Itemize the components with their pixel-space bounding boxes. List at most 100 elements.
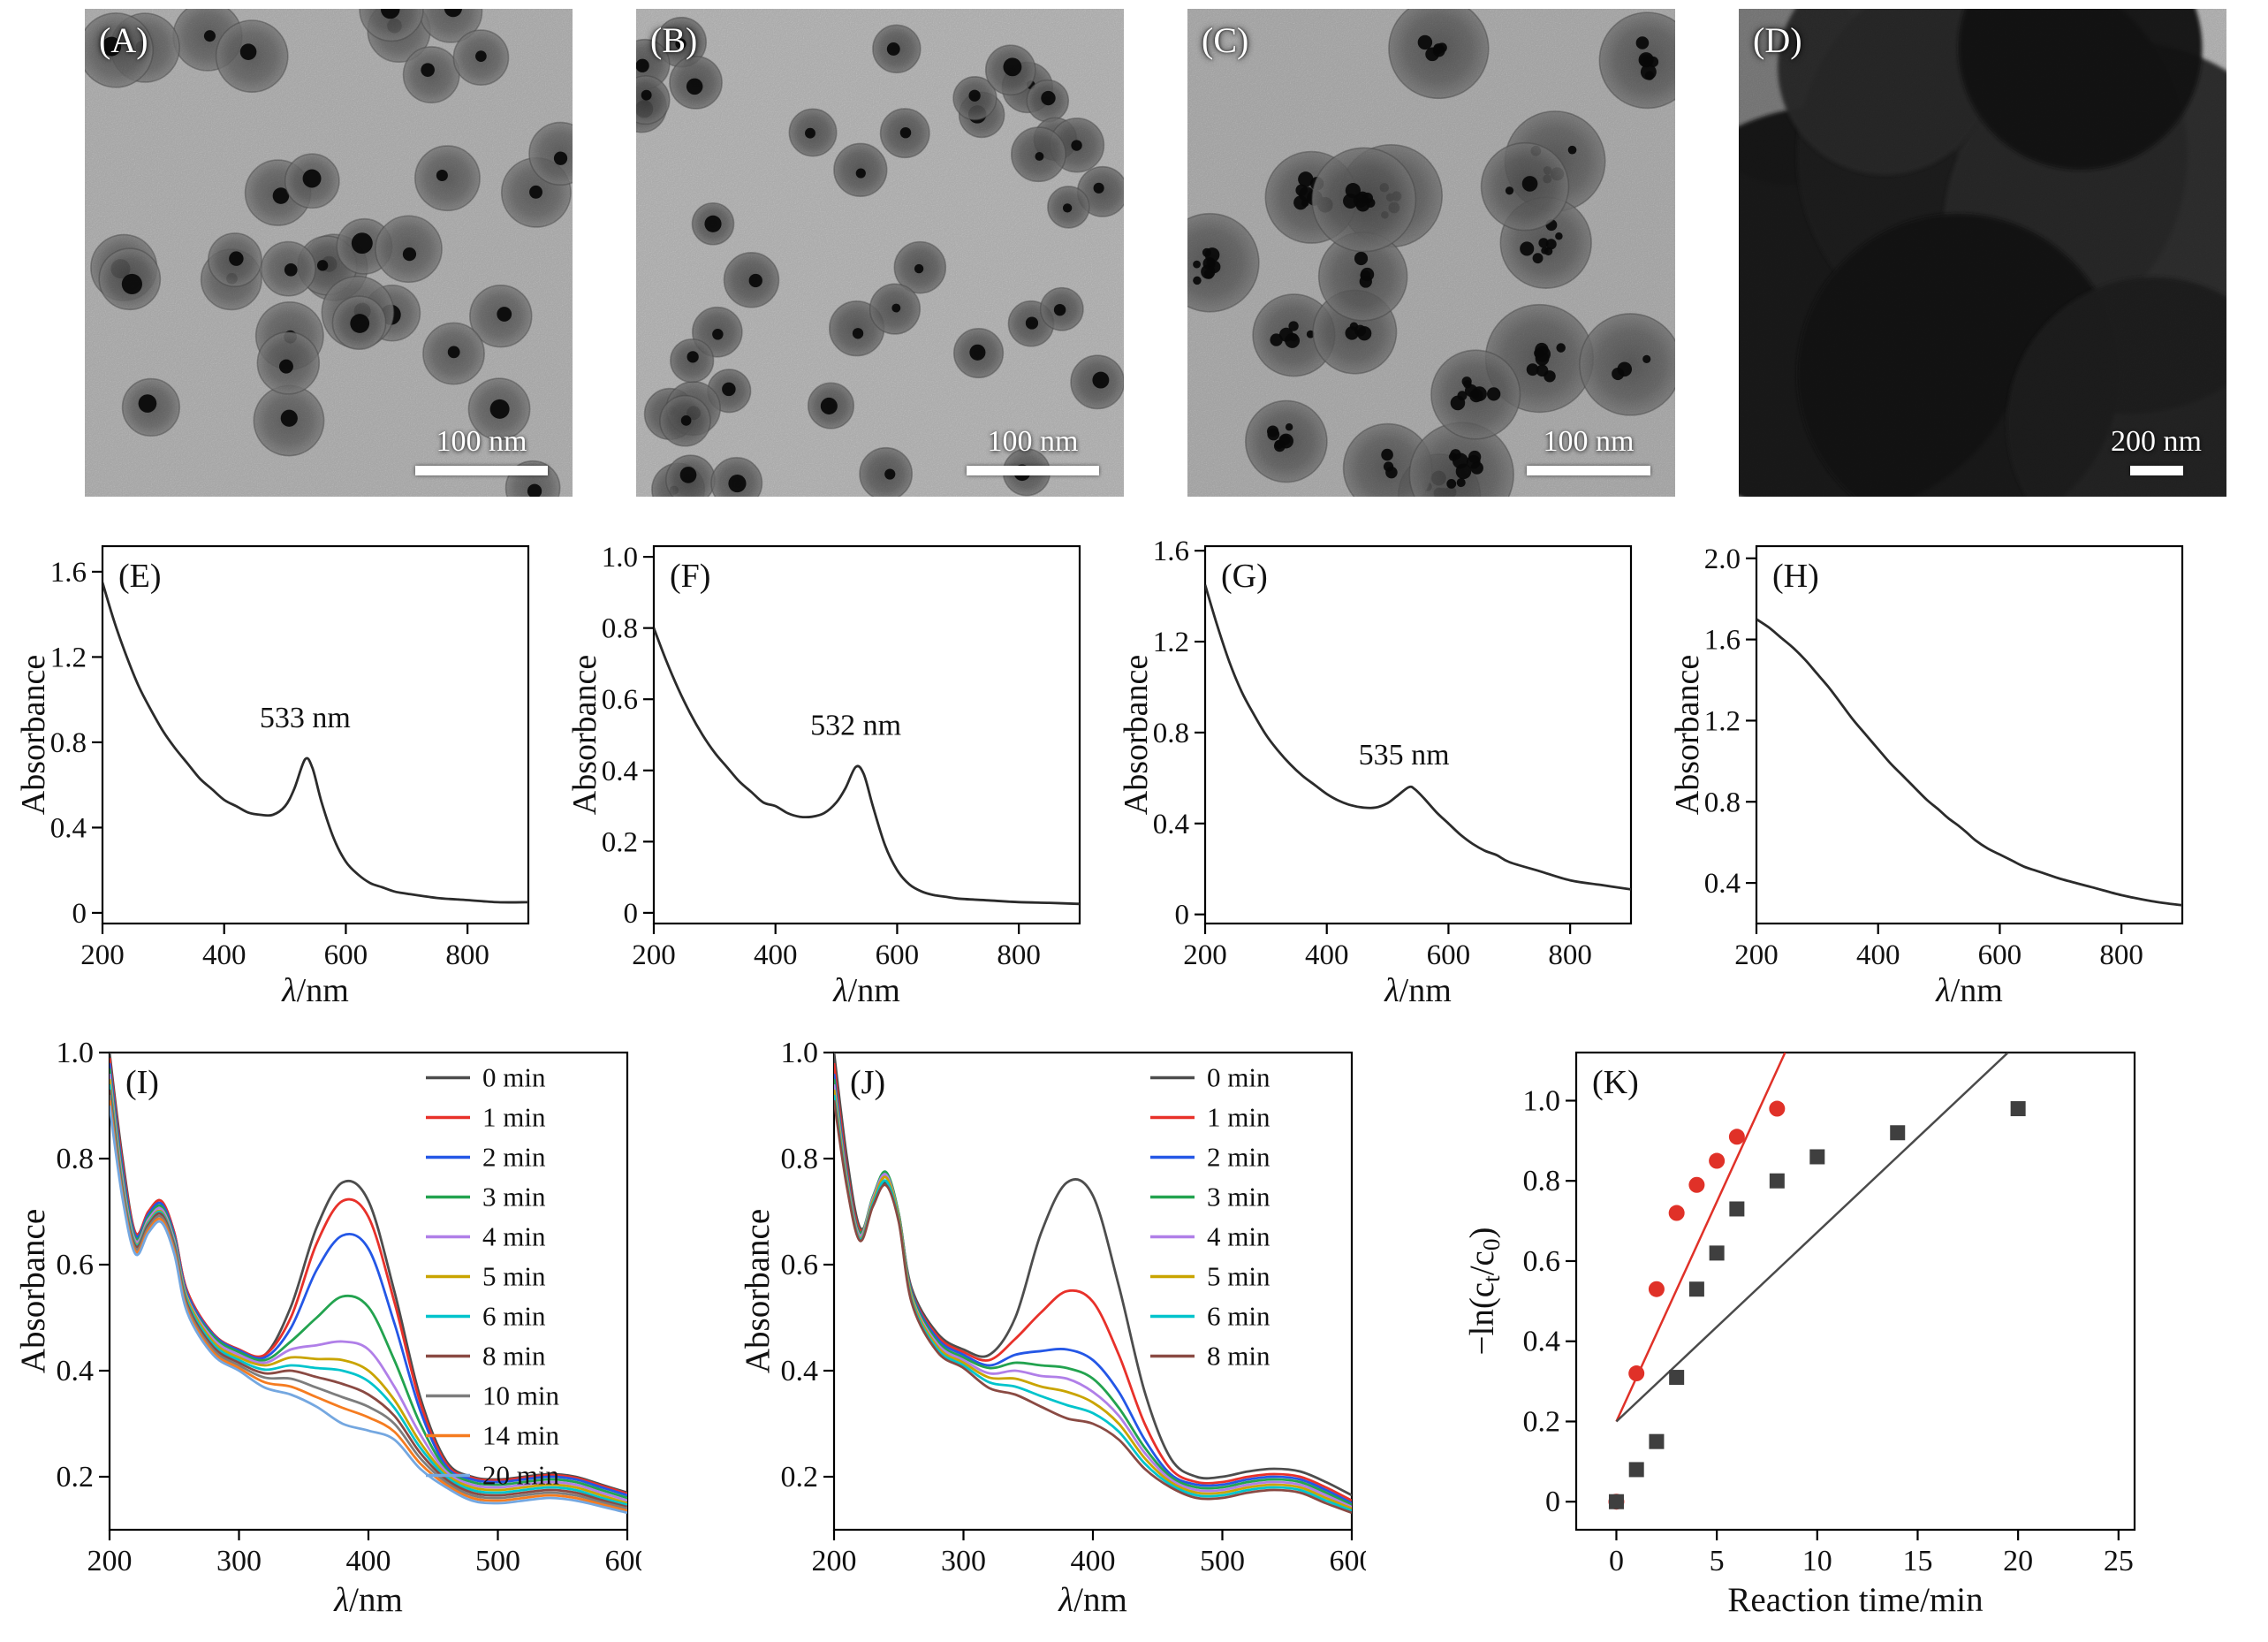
- svg-text:535 nm: 535 nm: [1359, 739, 1450, 772]
- svg-text:400: 400: [1305, 939, 1349, 971]
- svg-text:0 min: 0 min: [1207, 1062, 1271, 1093]
- svg-text:(H): (H): [1772, 558, 1819, 595]
- uv-vis-spectrum-g: 200 400 600 800 0 0.4 0.8 1.2 1.6 λ/nm Absorbance (…: [1118, 536, 1633, 1009]
- scale-bar: [2129, 466, 2183, 475]
- svg-text:3 min: 3 min: [482, 1182, 546, 1212]
- svg-text:14 min: 14 min: [482, 1420, 559, 1451]
- svg-text:600: 600: [324, 939, 368, 971]
- svg-text:200: 200: [1734, 939, 1779, 971]
- svg-text:1.2: 1.2: [1153, 627, 1189, 658]
- chart-panel-e: 200 400 600 800 0 0.4 0.8 1.2 1.6 λ/nm Absorbance (…: [14, 532, 544, 1014]
- svg-text:20 min: 20 min: [482, 1460, 559, 1491]
- svg-text:(K): (K): [1592, 1064, 1639, 1101]
- svg-text:Absorbance: Absorbance: [566, 655, 603, 815]
- svg-text:0: 0: [1545, 1486, 1560, 1518]
- svg-text:1.6: 1.6: [1153, 536, 1189, 567]
- svg-text:800: 800: [1548, 939, 1592, 971]
- svg-text:λ/nm: λ/nm: [1058, 1581, 1127, 1619]
- svg-text:λ/nm: λ/nm: [281, 972, 349, 1009]
- svg-text:Absorbance: Absorbance: [1118, 655, 1155, 815]
- tem-panel-d: (D) 200 nm: [1739, 9, 2226, 497]
- svg-text:600: 600: [1978, 939, 2022, 971]
- svg-text:600: 600: [605, 1545, 642, 1577]
- scale-bar-label: 100 nm: [1543, 425, 1635, 458]
- svg-text:λ/nm: λ/nm: [832, 972, 900, 1009]
- svg-text:6 min: 6 min: [482, 1301, 546, 1332]
- chart-panel-h: 200 400 600 800 0.4 0.8 1.2 1.6 2.0 λ/nm Absorbanc…: [1668, 532, 2198, 1014]
- svg-text:533 nm: 533 nm: [260, 702, 351, 734]
- svg-text:0.2: 0.2: [602, 826, 638, 858]
- svg-text:λ/nm: λ/nm: [333, 1581, 403, 1619]
- svg-text:0.2: 0.2: [1523, 1405, 1561, 1438]
- kinetics-plot-k: 0 5 10 15 20 25 0 0.2 0.4 0.6 0.8 1.0 Reaction time/…: [1463, 1051, 2136, 1619]
- svg-text:400: 400: [202, 939, 247, 971]
- svg-text:(I): (I): [125, 1064, 159, 1101]
- svg-text:5 min: 5 min: [1207, 1261, 1271, 1292]
- svg-text:8 min: 8 min: [1207, 1341, 1271, 1372]
- svg-text:2 min: 2 min: [1207, 1142, 1271, 1173]
- svg-text:0.8: 0.8: [781, 1143, 819, 1175]
- svg-text:1.2: 1.2: [1704, 705, 1741, 737]
- svg-text:600: 600: [1427, 939, 1471, 971]
- svg-text:400: 400: [1071, 1545, 1116, 1577]
- scale-bar: [1527, 466, 1650, 475]
- tem-image-a: [85, 9, 573, 497]
- chart-panel-g: 200 400 600 800 0 0.4 0.8 1.2 1.6 λ/nm Absorbance (…: [1117, 532, 1647, 1014]
- svg-text:200: 200: [1183, 939, 1227, 971]
- tem-image-c: [1187, 9, 1675, 497]
- svg-text:2.0: 2.0: [1704, 544, 1741, 575]
- svg-text:0: 0: [1609, 1545, 1624, 1577]
- svg-text:0.8: 0.8: [602, 613, 638, 645]
- chart-panel-j: 200 300 400 500 600 0.2 0.4 0.6 0.8 1.0 λ/nm Absorb…: [739, 1040, 1366, 1623]
- svg-text:1.0: 1.0: [602, 542, 638, 574]
- svg-text:20: 20: [2003, 1545, 2033, 1577]
- svg-text:25: 25: [2104, 1545, 2134, 1577]
- svg-text:0.2: 0.2: [57, 1461, 95, 1494]
- svg-text:0.2: 0.2: [781, 1461, 819, 1494]
- tem-panel-b: (B) 100 nm: [636, 9, 1124, 497]
- svg-text:10: 10: [1802, 1545, 1832, 1577]
- uv-vis-spectrum-h: 200 400 600 800 0.4 0.8 1.2 1.6 2.0 λ/nm Absorbanc…: [1669, 544, 2184, 1009]
- svg-text:4 min: 4 min: [482, 1221, 546, 1252]
- svg-text:0.6: 0.6: [57, 1249, 95, 1281]
- tem-image-b: [636, 9, 1124, 497]
- svg-text:0.4: 0.4: [50, 812, 87, 844]
- svg-text:0: 0: [624, 898, 639, 930]
- svg-text:−ln(ct/c0): −ln(ct/c0): [1463, 1227, 1505, 1355]
- svg-text:1 min: 1 min: [1207, 1102, 1271, 1133]
- svg-text:200: 200: [87, 1545, 133, 1577]
- svg-text:4 min: 4 min: [1207, 1221, 1271, 1252]
- panel-label-c: (C): [1202, 20, 1249, 60]
- chart-panel-k: 0 5 10 15 20 25 0 0.2 0.4 0.6 0.8 1.0 Reaction time/…: [1463, 1040, 2152, 1623]
- kinetics-row: 2003004005006000.20.40.60.81.0λ/nmAbsorb…: [0, 1014, 2268, 1623]
- tem-panel-a: (A) 100 nm: [85, 9, 573, 497]
- svg-text:200: 200: [812, 1545, 857, 1577]
- svg-text:400: 400: [346, 1545, 391, 1577]
- chart-panel-f: 200 400 600 800 0 0.2 0.4 0.6 0.8 1.0 λ/nm Absorban…: [565, 532, 1096, 1014]
- svg-text:400: 400: [754, 939, 798, 971]
- scale-bar-label: 200 nm: [2111, 425, 2202, 458]
- svg-text:2 min: 2 min: [482, 1142, 546, 1173]
- svg-text:0: 0: [72, 898, 87, 930]
- svg-text:200: 200: [632, 939, 676, 971]
- svg-text:λ/nm: λ/nm: [1935, 972, 2003, 1009]
- svg-text:300: 300: [941, 1545, 986, 1577]
- svg-text:(E): (E): [118, 558, 162, 595]
- svg-text:1.6: 1.6: [50, 557, 87, 589]
- svg-text:1.2: 1.2: [50, 642, 87, 673]
- svg-text:(F): (F): [670, 558, 710, 595]
- svg-text:0.4: 0.4: [1523, 1326, 1561, 1358]
- svg-text:(G): (G): [1221, 558, 1268, 595]
- svg-text:15: 15: [1902, 1545, 1932, 1577]
- svg-text:0.6: 0.6: [781, 1249, 819, 1281]
- svg-text:1.0: 1.0: [57, 1040, 95, 1069]
- svg-text:800: 800: [2099, 939, 2143, 971]
- svg-text:1.0: 1.0: [781, 1040, 819, 1069]
- svg-text:1.6: 1.6: [1704, 625, 1741, 657]
- spectra-row: 200 400 600 800 0 0.4 0.8 1.2 1.6 λ/nm Absorbance (…: [0, 497, 2268, 1014]
- svg-text:Absorbance: Absorbance: [1669, 655, 1706, 815]
- svg-text:8 min: 8 min: [482, 1341, 546, 1372]
- svg-text:0.6: 0.6: [1523, 1245, 1561, 1278]
- svg-text:λ/nm: λ/nm: [1384, 972, 1452, 1009]
- panel-label-b: (B): [650, 20, 698, 60]
